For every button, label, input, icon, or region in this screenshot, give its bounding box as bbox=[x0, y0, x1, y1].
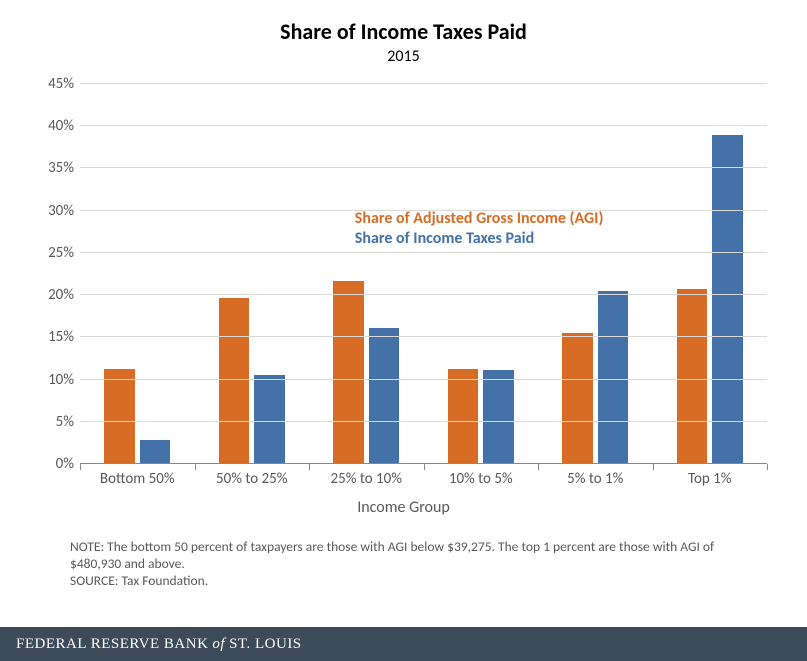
bar bbox=[104, 369, 135, 464]
x-tick-label: Bottom 50% bbox=[100, 470, 175, 488]
x-tick-label: 50% to 25% bbox=[216, 470, 287, 488]
x-tick-label: 10% to 5% bbox=[449, 470, 513, 488]
legend-item: Share of Adjusted Gross Income (AGI) bbox=[355, 209, 604, 229]
bar-group bbox=[195, 84, 310, 464]
chart-title: Share of Income Taxes Paid bbox=[30, 18, 777, 45]
bar bbox=[677, 289, 708, 464]
chart-container: Share of Income Taxes Paid 2015 0%5%10%1… bbox=[0, 0, 807, 590]
footer-prefix: FEDERAL RESERVE BANK bbox=[16, 636, 208, 653]
y-tick-label: 35% bbox=[48, 159, 74, 177]
bar bbox=[483, 370, 514, 464]
bar bbox=[333, 281, 364, 464]
bar bbox=[448, 369, 479, 464]
grid-line bbox=[80, 210, 767, 211]
bars-layer bbox=[80, 84, 767, 464]
y-axis: 0%5%10%15%20%25%30%35%40%45% bbox=[30, 84, 80, 464]
x-tick-label: Top 1% bbox=[688, 470, 731, 488]
y-tick-label: 15% bbox=[48, 328, 74, 346]
y-tick-label: 45% bbox=[48, 75, 74, 93]
bar bbox=[369, 328, 400, 464]
chart-subtitle: 2015 bbox=[30, 47, 777, 66]
plot-area: 0%5%10%15%20%25%30%35%40%45% Share of Ad… bbox=[80, 84, 767, 464]
y-tick-label: 0% bbox=[56, 455, 74, 473]
x-axis-title: Income Group bbox=[30, 498, 777, 517]
bar-group bbox=[309, 84, 424, 464]
grid-line bbox=[80, 252, 767, 253]
x-tick-label: 25% to 10% bbox=[331, 470, 402, 488]
grid-line bbox=[80, 125, 767, 126]
chart-note: NOTE: The bottom 50 percent of taxpayers… bbox=[70, 539, 737, 590]
bar-group bbox=[653, 84, 768, 464]
bar bbox=[562, 333, 593, 464]
legend: Share of Adjusted Gross Income (AGI)Shar… bbox=[355, 209, 604, 249]
x-tick-label: 5% to 1% bbox=[567, 470, 623, 488]
grid-line bbox=[80, 83, 767, 84]
y-tick-label: 10% bbox=[48, 371, 74, 389]
bar-group bbox=[538, 84, 653, 464]
x-tick-mark bbox=[767, 464, 768, 470]
grid-line bbox=[80, 336, 767, 337]
grid-line bbox=[80, 167, 767, 168]
footer-bar: FEDERAL RESERVE BANK of ST. LOUIS bbox=[0, 627, 807, 661]
grid-line bbox=[80, 294, 767, 295]
y-tick-label: 20% bbox=[48, 286, 74, 304]
legend-item: Share of Income Taxes Paid bbox=[355, 229, 604, 249]
bar-group bbox=[424, 84, 539, 464]
bar bbox=[254, 375, 285, 464]
y-tick-label: 5% bbox=[56, 413, 74, 431]
bar-group bbox=[80, 84, 195, 464]
grid-line bbox=[80, 421, 767, 422]
y-tick-label: 30% bbox=[48, 202, 74, 220]
y-tick-label: 40% bbox=[48, 117, 74, 135]
bar bbox=[598, 291, 629, 464]
footer-suffix: ST. LOUIS bbox=[229, 636, 302, 653]
y-tick-label: 25% bbox=[48, 244, 74, 262]
bar bbox=[712, 135, 743, 464]
note-line: SOURCE: Tax Foundation. bbox=[70, 573, 737, 590]
grid-line bbox=[80, 379, 767, 380]
bar bbox=[140, 440, 171, 464]
footer-of: of bbox=[212, 636, 225, 653]
bar bbox=[219, 298, 250, 464]
note-line: NOTE: The bottom 50 percent of taxpayers… bbox=[70, 539, 737, 573]
x-labels: Bottom 50% 50% to 25% 25% to 10% 10% to 5% 5… bbox=[80, 470, 767, 494]
